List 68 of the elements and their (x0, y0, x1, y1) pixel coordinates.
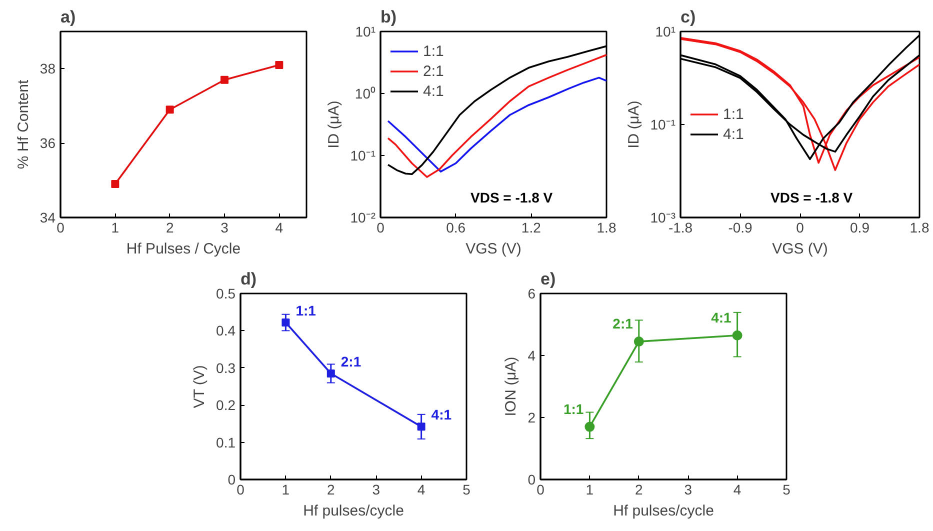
y-tick-label: 10⁻¹ (650, 116, 676, 132)
y-tick-label: 0.2 (216, 397, 236, 414)
legend-label: 1:1 (423, 42, 444, 60)
y-tick-label: 0.3 (216, 360, 236, 376)
x-tick-label: 2 (635, 482, 644, 498)
x-axis-title: Hf Pulses / Cycle (126, 240, 241, 258)
y-tick-label: 2 (528, 410, 536, 426)
x-tick-label: 1.2 (521, 220, 542, 236)
x-tick-label: 2 (327, 482, 336, 498)
y-tick-label: 10⁻¹ (350, 148, 376, 164)
annotation: 2:1 (612, 316, 634, 332)
x-tick-label: 3 (220, 220, 229, 236)
legend-label: 1:1 (723, 106, 744, 122)
y-tick-label: 10¹ (655, 24, 676, 40)
annotation: 2:1 (340, 353, 362, 370)
legend-label: 4:1 (723, 126, 744, 142)
chart-title: d) (240, 270, 257, 288)
annotation: VDS = -1.8 V (770, 190, 854, 206)
x-tick-label: 4 (417, 482, 426, 498)
y-axis-title: % Hf Content (14, 79, 32, 170)
x-tick-label: 3 (684, 482, 692, 498)
chart-title: e) (540, 270, 556, 288)
annotation: 1:1 (296, 302, 316, 319)
x-tick-label: 5 (462, 482, 471, 498)
x-tick-label: 4 (733, 482, 742, 498)
x-tick-label: 0.9 (850, 220, 870, 236)
y-tick-label: 0.4 (216, 322, 236, 339)
y-tick-label: 10⁻² (350, 210, 376, 226)
annotation: 4:1 (711, 309, 732, 326)
x-tick-label: 3 (372, 482, 380, 498)
x-axis-title: VGS (V) (466, 240, 522, 258)
y-axis-title: VT (V) (191, 365, 208, 408)
x-tick-label: 2 (166, 220, 174, 236)
x-tick-label: 1 (586, 482, 594, 498)
y-tick-label: 34 (40, 210, 56, 226)
y-tick-label: 0 (528, 472, 536, 488)
annotation: VDS = -1.8 V (470, 190, 554, 206)
chart-title: c) (680, 8, 696, 26)
y-axis-title: ID (μA) (325, 100, 342, 148)
y-tick-label: 10⁰ (354, 86, 376, 102)
y-tick-label: 0.1 (216, 434, 236, 450)
chart-title: a) (60, 8, 76, 26)
x-axis-title: Hf pulses/cycle (303, 502, 404, 520)
x-axis-title: Hf pulses/cycle (613, 502, 714, 520)
y-tick-label: 0 (228, 472, 236, 488)
y-tick-label: 38 (40, 60, 56, 77)
y-tick-label: 6 (528, 286, 536, 302)
y-tick-label: 10¹ (355, 24, 376, 40)
x-axis-title: VGS (V) (772, 240, 828, 258)
x-tick-label: 4 (275, 220, 284, 236)
x-tick-label: 1.8 (596, 220, 616, 236)
y-tick-label: 4 (528, 348, 536, 364)
x-tick-label: 5 (782, 482, 791, 498)
x-tick-label: 0.6 (446, 220, 466, 236)
x-tick-label: 1 (282, 482, 290, 498)
legend-label: 4:1 (423, 82, 444, 100)
x-tick-label: 1 (111, 220, 120, 236)
y-axis-title: ION (μA) (502, 356, 520, 416)
x-tick-label: -0.9 (728, 220, 753, 236)
chart-title: b) (380, 8, 397, 26)
x-tick-label: 1.8 (910, 220, 930, 236)
annotation: 4:1 (431, 406, 452, 423)
y-tick-label: 36 (40, 135, 56, 152)
y-tick-label: 0.5 (216, 286, 236, 302)
y-axis-title: ID (μA) (625, 100, 642, 148)
annotation: 1:1 (563, 400, 584, 417)
x-tick-label: 0 (796, 220, 804, 236)
legend-label: 2:1 (423, 62, 444, 80)
